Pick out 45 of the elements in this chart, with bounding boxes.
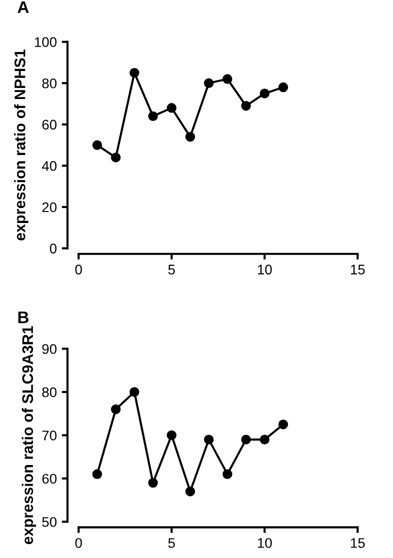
point (222, 469, 232, 480)
y-tick-label: 100 (34, 37, 57, 48)
point (260, 434, 270, 444)
chart-title: B (18, 312, 28, 324)
chart-title: A (18, 1, 29, 13)
point (204, 434, 214, 444)
y-tick-label: 60 (42, 474, 57, 484)
y-tick-label: 0 (50, 244, 57, 254)
point (148, 111, 158, 122)
x-tick-label: 10 (258, 264, 272, 274)
y-tick-label: 40 (42, 161, 57, 171)
point (130, 387, 140, 397)
point (241, 100, 251, 111)
y-tick-label: 20 (42, 202, 57, 212)
x-tick-label: 5 (168, 264, 175, 274)
point (130, 68, 140, 78)
point (92, 140, 102, 150)
y-tick-label: 80 (42, 78, 57, 88)
x-tick-label: 10 (258, 538, 272, 548)
y-axis-title: expression ratio of NPHS1 (14, 50, 28, 240)
point (222, 74, 232, 84)
x-tick-label: 15 (350, 538, 365, 548)
y-axis-title: expression ratio of SLC9A3R1 (22, 326, 36, 544)
y-tick-label: 70 (42, 430, 57, 440)
point (241, 434, 251, 444)
x-tick-label: 0 (75, 538, 82, 548)
point (185, 132, 196, 142)
point (260, 88, 270, 98)
point (92, 469, 102, 480)
x-tick-label: 15 (350, 264, 365, 274)
x-tick-label: 5 (168, 538, 175, 548)
point (166, 430, 176, 440)
point (110, 152, 121, 162)
point (278, 420, 288, 430)
x-tick-label: 0 (75, 264, 82, 274)
y-tick-label: 60 (42, 120, 57, 130)
point (166, 103, 176, 113)
y-tick-label: 80 (42, 387, 57, 398)
point (185, 486, 196, 496)
point (110, 404, 121, 414)
y-tick-label: 90 (42, 344, 57, 354)
point (148, 478, 158, 488)
y-tick-label: 50 (42, 517, 57, 527)
point (278, 82, 288, 92)
point (204, 78, 214, 88)
